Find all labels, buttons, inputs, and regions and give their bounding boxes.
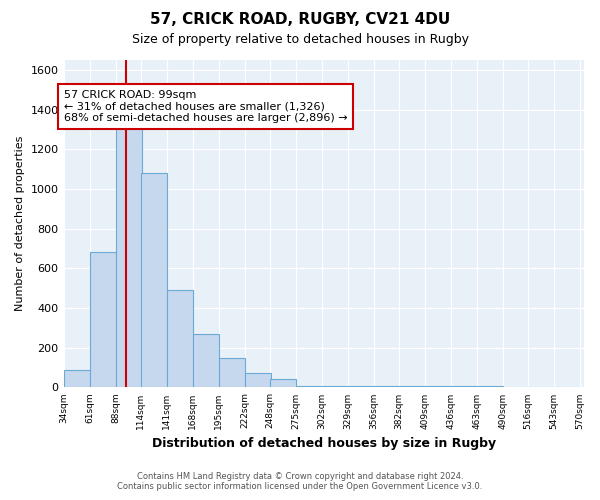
Bar — [116, 122, 142, 388]
Bar — [477, 386, 503, 388]
Bar — [270, 378, 296, 388]
Bar — [374, 386, 400, 388]
Bar — [89, 252, 116, 388]
Text: Size of property relative to detached houses in Rugby: Size of property relative to detached ho… — [131, 32, 469, 46]
Text: 57 CRICK ROAD: 99sqm
← 31% of detached houses are smaller (1,326)
68% of semi-de: 57 CRICK ROAD: 99sqm ← 31% of detached h… — [64, 90, 347, 123]
Bar — [322, 386, 348, 388]
Text: 57, CRICK ROAD, RUGBY, CV21 4DU: 57, CRICK ROAD, RUGBY, CV21 4DU — [150, 12, 450, 28]
Text: Contains HM Land Registry data © Crown copyright and database right 2024.
Contai: Contains HM Land Registry data © Crown c… — [118, 472, 482, 491]
Bar — [245, 372, 271, 388]
Bar — [64, 370, 89, 388]
Bar — [451, 386, 477, 388]
Bar — [167, 290, 193, 388]
Bar — [425, 386, 451, 388]
Bar — [140, 173, 167, 388]
Bar — [296, 386, 322, 388]
Y-axis label: Number of detached properties: Number of detached properties — [15, 136, 25, 312]
X-axis label: Distribution of detached houses by size in Rugby: Distribution of detached houses by size … — [152, 437, 496, 450]
Bar — [218, 358, 245, 388]
Bar — [399, 386, 425, 388]
Bar — [193, 334, 218, 388]
Bar — [348, 386, 374, 388]
